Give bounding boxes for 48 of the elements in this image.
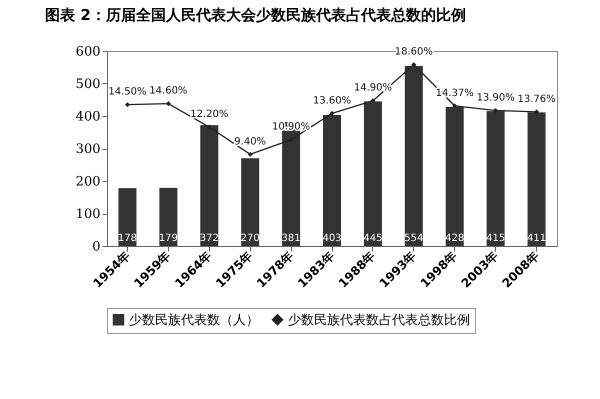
point xyxy=(124,102,130,108)
bar xyxy=(446,106,464,246)
bar xyxy=(404,66,423,246)
data-label: 178 xyxy=(118,233,137,244)
data-label: 12.20% xyxy=(190,109,228,120)
y-tick-label: 200 xyxy=(76,174,100,190)
legend-label: 少数民族代表数（人） xyxy=(129,312,259,328)
data-label: 415 xyxy=(486,233,506,244)
data-label: 428 xyxy=(445,233,464,244)
bar xyxy=(200,125,218,246)
point xyxy=(206,124,212,130)
y-tick-label: 0 xyxy=(92,240,100,254)
y-tick-label: 100 xyxy=(76,207,100,222)
bar xyxy=(323,115,341,246)
bar xyxy=(528,112,546,246)
point xyxy=(370,98,376,104)
chart-title: 图表 2：历届全国人民代表大会少数民族代表占代表总数的比例 xyxy=(45,6,466,24)
data-label: 381 xyxy=(282,233,301,244)
point xyxy=(534,109,540,114)
point xyxy=(330,110,334,116)
data-label: 372 xyxy=(200,233,219,244)
bar xyxy=(364,101,382,246)
point xyxy=(248,152,253,157)
point xyxy=(493,108,498,113)
data-label: 13.60% xyxy=(312,95,352,106)
data-label: 554 xyxy=(404,233,424,244)
bar xyxy=(118,188,136,246)
y-tick-label: 300 xyxy=(76,142,100,157)
y-tick-label: 500 xyxy=(76,77,100,92)
bar xyxy=(159,188,178,246)
data-label: 14.50% xyxy=(108,86,147,98)
data-label: 270 xyxy=(240,233,260,244)
point xyxy=(452,103,458,108)
data-label: 9.40% xyxy=(234,136,266,148)
point xyxy=(166,101,171,106)
legend-label: 少数民族代表数占代表总数比例 xyxy=(288,312,470,328)
data-label: 18.60% xyxy=(394,46,433,58)
data-label: 13.76% xyxy=(517,94,556,105)
data-label: 179 xyxy=(158,233,178,244)
data-label: 403 xyxy=(322,233,342,244)
data-label: 411 xyxy=(527,233,546,244)
bar xyxy=(486,111,505,246)
point xyxy=(411,62,416,68)
y-tick-label: 600 xyxy=(76,44,100,60)
y-tick-label: 400 xyxy=(76,110,100,124)
data-label: 14.60% xyxy=(149,86,188,97)
data-label: 13.90% xyxy=(476,92,515,104)
bar xyxy=(241,158,260,246)
